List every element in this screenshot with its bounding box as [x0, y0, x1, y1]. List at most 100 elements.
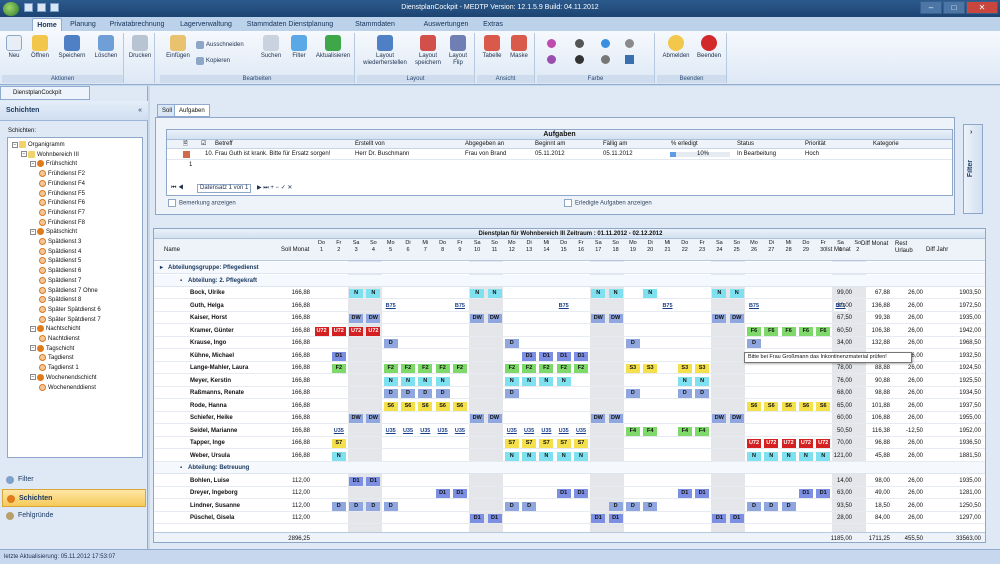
shift-cell[interactable]: U35 — [574, 426, 588, 436]
shift-cell[interactable]: F2 — [383, 364, 398, 373]
tree-node[interactable]: − Spätschicht — [30, 228, 77, 237]
erledigte-checkbox[interactable]: Erledigte Aufgaben anzeigen — [564, 199, 652, 207]
expand-icon[interactable]: ▪ — [180, 277, 183, 284]
col-faellig-am[interactable]: Fällig am — [603, 141, 628, 147]
employee-row[interactable]: Püschel, Gisela 112,00 D1 D1 D1 D1 D1 D1 28,00 84… — [154, 512, 985, 524]
shift-cell[interactable]: D1 — [729, 514, 744, 523]
tree-node[interactable]: Tagdienst — [39, 354, 74, 363]
shift-cell[interactable]: N — [539, 376, 554, 386]
shift-cell[interactable]: DW — [729, 414, 744, 423]
col-diff-monat[interactable]: Diff Monat — [861, 241, 889, 247]
day-header[interactable]: Sa 24 — [711, 240, 728, 254]
shift-cell[interactable]: D — [504, 339, 519, 348]
employee-row[interactable]: Schiefer, Heike 166,88 DW DW DW DW DW DW DW DW 60,… — [154, 412, 985, 424]
shift-cell[interactable]: S3 — [695, 364, 710, 373]
shift-cell[interactable]: U35 — [522, 426, 537, 436]
col-name[interactable]: Name — [164, 247, 181, 253]
color-swatch-dark-icon[interactable] — [601, 55, 610, 64]
shift-cell[interactable]: N — [798, 451, 813, 461]
employee-row[interactable]: Guth, Helga 166,88 B75 B75 B75 B75 B75 B75 30,00… — [154, 300, 985, 312]
shift-cell[interactable]: D1 — [677, 489, 692, 498]
shift-cell[interactable]: F4 — [625, 426, 640, 436]
shift-cell[interactable]: N — [608, 289, 623, 298]
employee-row[interactable]: Raßmanns, Renate 166,88 D D D D D D D D 68,00 98,88… — [154, 387, 985, 399]
shift-cell[interactable]: B75 — [833, 301, 848, 311]
day-header[interactable]: Di 6 — [400, 240, 417, 254]
col-erledigt[interactable]: % erledigt — [671, 141, 698, 147]
shift-cell[interactable]: D — [401, 389, 415, 398]
shift-cell[interactable]: F2 — [574, 364, 588, 373]
expand-arrow-icon[interactable]: › — [970, 129, 973, 136]
pager-next-icon[interactable]: ▶ ⏭ + − ✓ ✕ — [257, 185, 293, 191]
shift-cell[interactable]: U35 — [435, 426, 450, 436]
shift-cell[interactable]: D — [747, 501, 761, 511]
shift-cell[interactable]: B75 — [383, 301, 398, 311]
shift-cell[interactable]: D — [331, 501, 346, 511]
shift-cell[interactable]: D1 — [470, 514, 485, 523]
color-swatch-black-icon[interactable] — [575, 55, 584, 64]
shift-cell[interactable]: D — [349, 501, 364, 511]
minimize-button[interactable]: – — [920, 1, 942, 14]
shift-cell[interactable]: N — [504, 451, 519, 461]
shift-cell[interactable]: F6 — [798, 326, 813, 336]
shift-cell[interactable]: D — [781, 501, 796, 511]
day-header[interactable]: Mi 14 — [538, 240, 555, 254]
day-header[interactable]: Mi 7 — [417, 240, 434, 254]
col-soll-monat[interactable]: Soll Monat — [281, 247, 310, 253]
shift-cell[interactable]: U35 — [401, 426, 415, 436]
tree-node[interactable]: Frühdienst F7 — [39, 208, 85, 218]
loeschen-button[interactable]: Löschen — [92, 35, 120, 60]
abmelden-button[interactable]: Abmelden — [661, 35, 691, 60]
shift-cell[interactable]: D — [504, 389, 519, 398]
tree-node[interactable]: Nachtdienst — [39, 335, 80, 344]
shift-cell[interactable]: D — [677, 389, 692, 398]
tree-node[interactable]: Frühdienst F2 — [39, 170, 85, 179]
expand-icon[interactable]: ▸ — [160, 265, 164, 271]
shift-cell[interactable]: S6 — [401, 401, 415, 411]
tab-privatabrechnung[interactable]: Privatabrechnung — [109, 21, 165, 28]
shift-cell[interactable]: N — [712, 289, 727, 298]
day-header[interactable]: Sa 3 — [348, 240, 365, 254]
tree-node[interactable]: Frühdienst F6 — [39, 199, 85, 208]
shift-cell[interactable]: F2 — [504, 364, 519, 373]
shift-cell[interactable]: N — [816, 451, 831, 461]
shift-cell[interactable]: N — [747, 451, 761, 461]
shift-cell[interactable]: D1 — [452, 489, 467, 498]
nav-schichten[interactable]: Schichten — [2, 489, 146, 507]
shift-cell[interactable]: N — [643, 289, 658, 298]
shift-cell[interactable]: D1 — [366, 476, 381, 486]
shift-cell[interactable]: D — [522, 501, 537, 511]
layout-flip-button[interactable]: Layout Flip — [445, 35, 471, 67]
shift-cell[interactable]: DW — [349, 414, 364, 423]
shift-cell[interactable]: S3 — [625, 364, 640, 373]
qa-save-icon[interactable] — [24, 3, 33, 12]
collapse-toggle-icon[interactable]: − — [21, 151, 27, 158]
col-rest-urlaub[interactable]: Rest Urlaub — [895, 241, 913, 254]
tab-stammdaten-dienstplanung[interactable]: Stammdaten Dienstplanung — [246, 21, 334, 28]
shift-cell[interactable]: S7 — [522, 439, 537, 448]
collapse-toggle-icon[interactable]: − — [12, 141, 18, 148]
shift-cell[interactable]: D — [435, 389, 450, 398]
color-swatch-blue-icon[interactable] — [601, 39, 610, 48]
tree-node[interactable]: Wochenenddienst — [39, 383, 96, 393]
shift-cell[interactable]: N — [781, 451, 796, 461]
shift-cell[interactable]: N — [383, 376, 398, 386]
shift-cell[interactable]: DW — [487, 414, 502, 423]
shift-cell[interactable]: F4 — [677, 426, 692, 436]
shift-cell[interactable]: F4 — [643, 426, 658, 436]
col-status[interactable]: Status — [737, 141, 755, 147]
tab-stammdaten-allgemein[interactable]: Stammdaten allgemein — [355, 21, 395, 41]
shift-cell[interactable]: DW — [608, 314, 623, 323]
nav-fehlgruende[interactable]: Fehlgründe — [2, 507, 146, 525]
shift-cell[interactable]: F6 — [816, 326, 831, 336]
employee-row[interactable]: Lindner, Susanne 112,00 D D D D D D D D D D D D 93,50 1… — [154, 500, 985, 512]
shift-cell[interactable]: N — [522, 451, 537, 461]
day-header[interactable]: Do 1 — [313, 240, 330, 254]
tree-node[interactable]: Spätdienst 3 — [39, 238, 81, 247]
beenden-button[interactable]: Beenden — [695, 35, 723, 60]
collapse-arrow-icon[interactable]: « — [138, 107, 142, 114]
shift-cell[interactable]: U35 — [539, 426, 554, 436]
shift-cell[interactable]: U35 — [452, 426, 467, 436]
shift-cell[interactable]: D — [504, 501, 519, 511]
color-swatch-gray-icon[interactable] — [575, 39, 584, 48]
